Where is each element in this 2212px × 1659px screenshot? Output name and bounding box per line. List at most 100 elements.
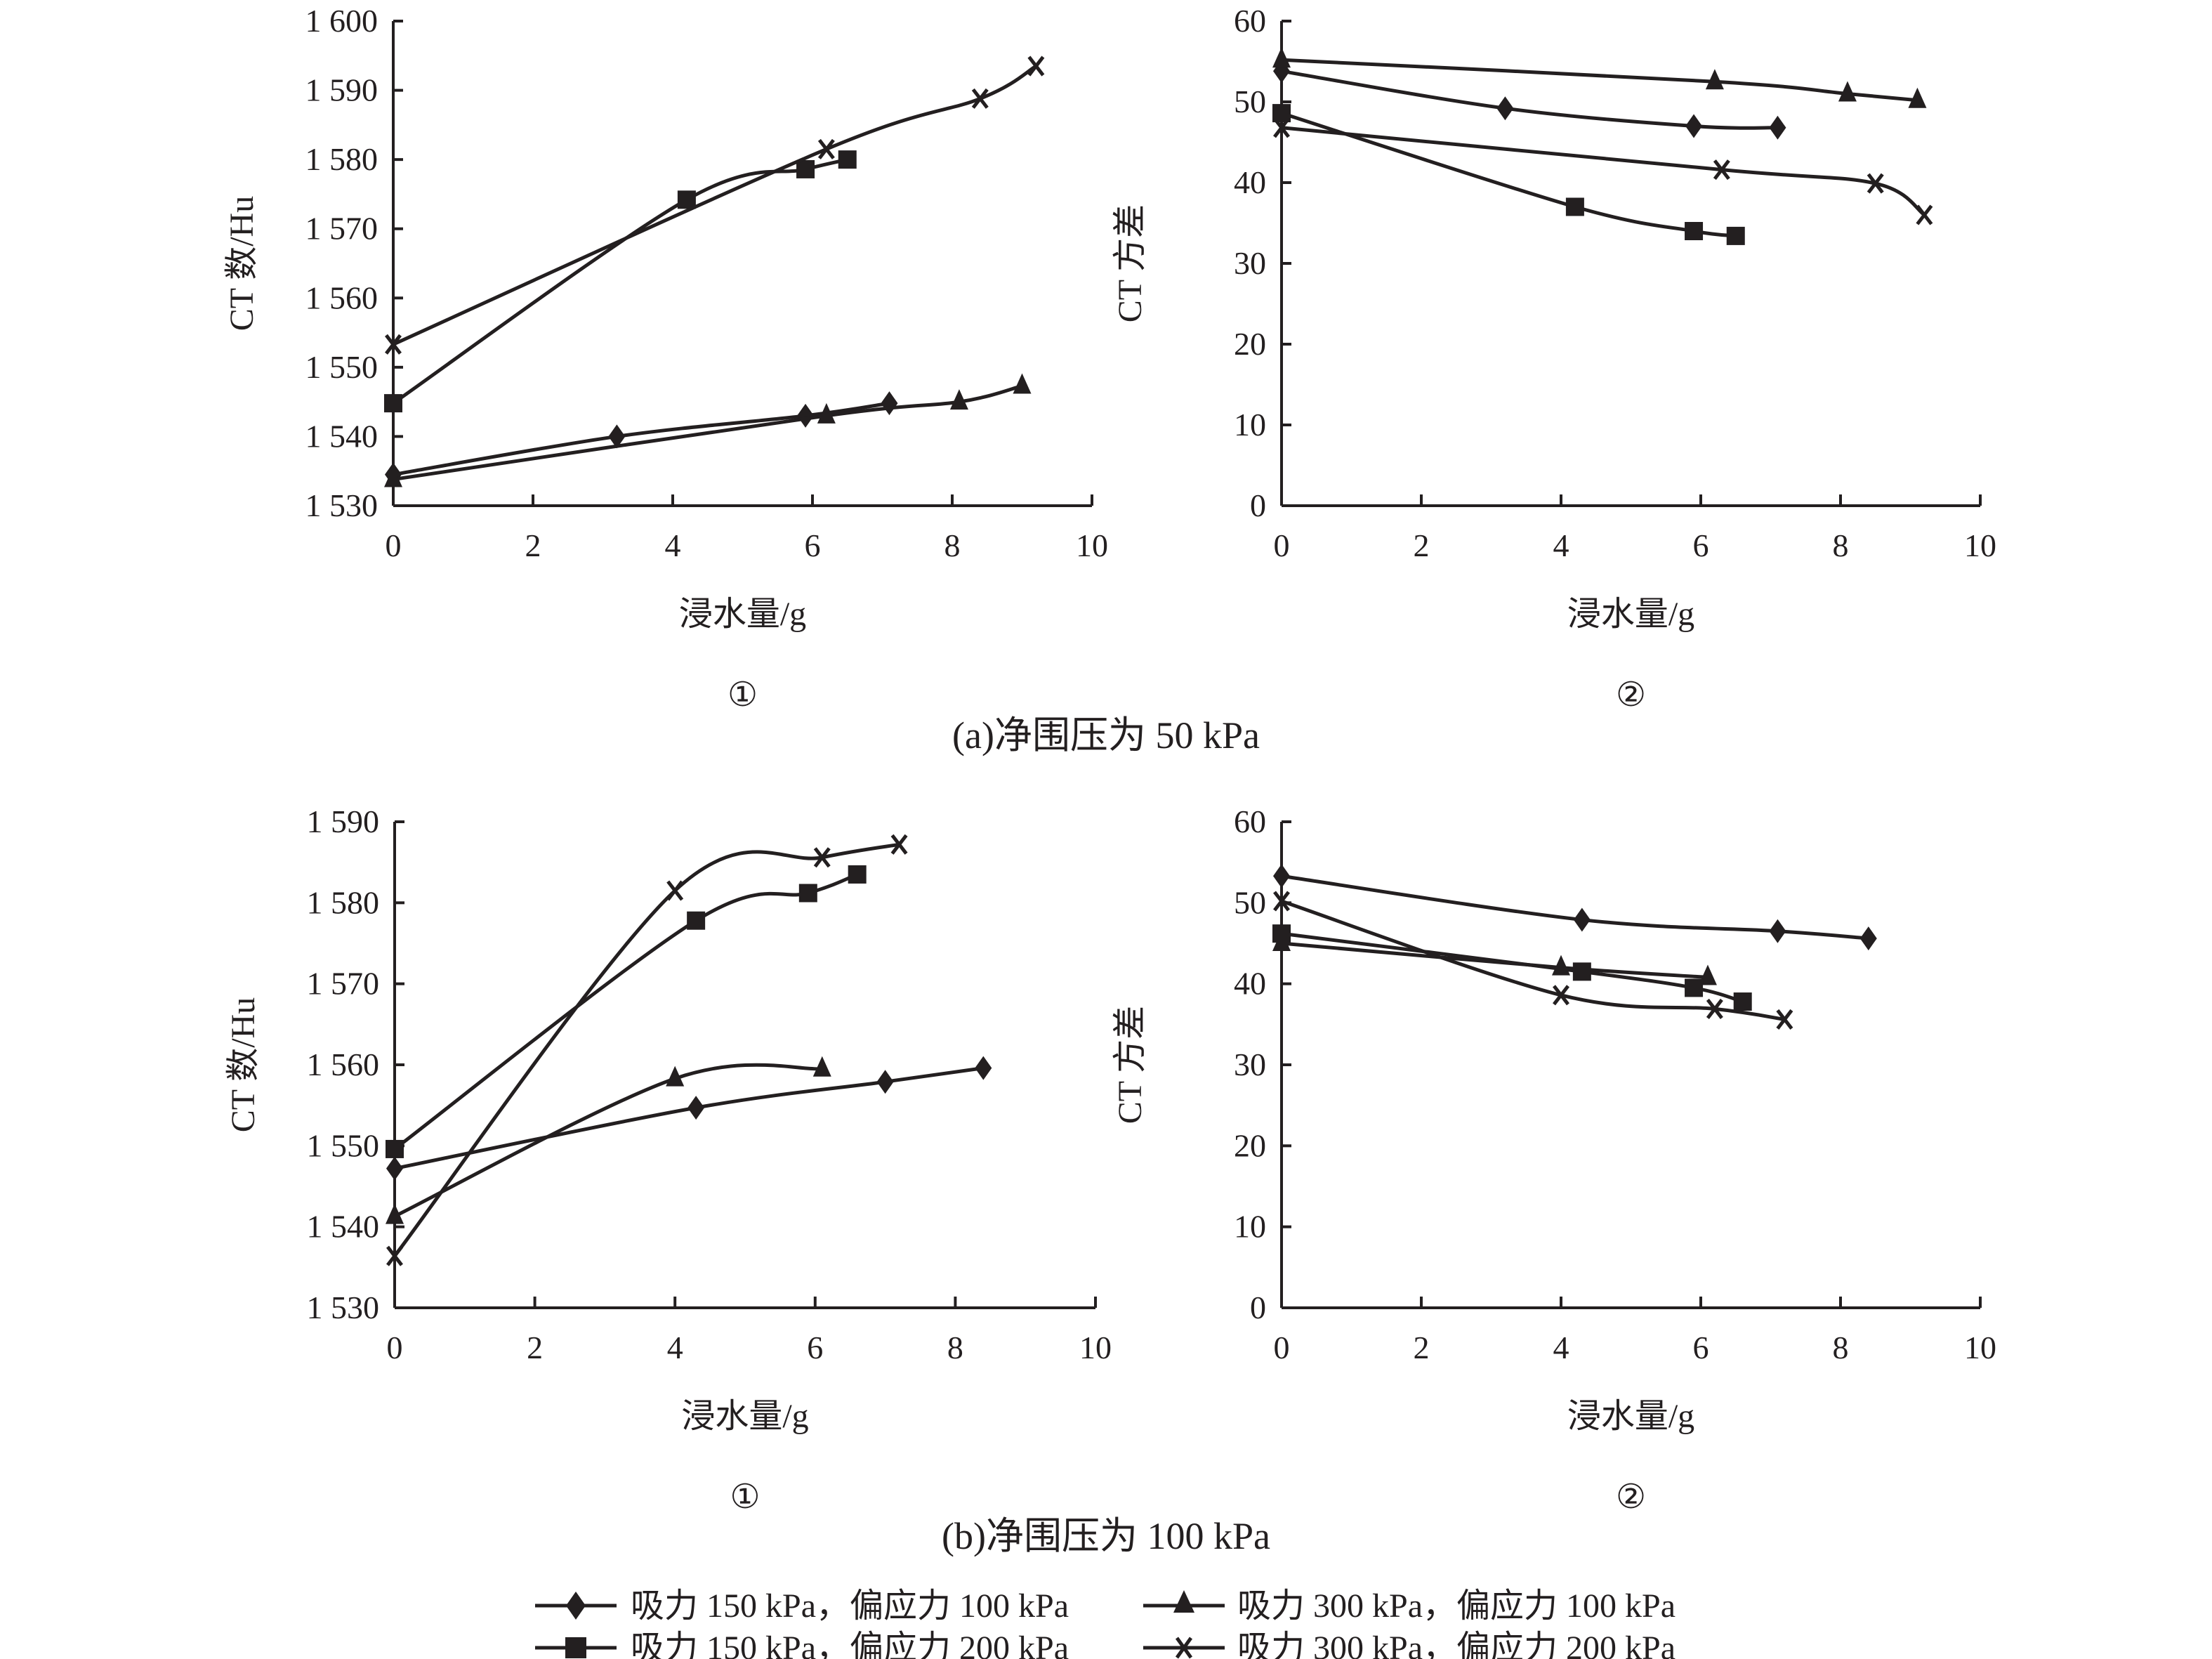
x-tick-label: 4 xyxy=(1553,1330,1569,1365)
diamond-marker xyxy=(876,1070,894,1094)
y-tick-label: 1 560 xyxy=(305,280,378,315)
y-tick-label: 1 570 xyxy=(305,211,378,247)
series-line xyxy=(392,157,848,405)
diamond-marker xyxy=(1496,96,1514,121)
legend-item-triangle: 吸力 300 kPa，偏应力 100 kPa xyxy=(1143,1587,1676,1625)
y-tick-label: 20 xyxy=(1234,326,1266,362)
y-tick-label: 50 xyxy=(1234,884,1266,920)
y-tick-label: 1 590 xyxy=(305,72,378,108)
x-cross-marker xyxy=(1273,117,1290,138)
series-triangle xyxy=(386,1056,831,1224)
triangle-marker xyxy=(1552,955,1570,976)
x-axis-label: 浸水量/g xyxy=(679,596,806,633)
x-cross-marker xyxy=(971,88,989,109)
x-tick-label: 2 xyxy=(1414,1330,1430,1365)
series-line xyxy=(1281,69,1778,130)
legend-label: 吸力 300 kPa，偏应力 100 kPa xyxy=(1237,1587,1676,1625)
series-triangle xyxy=(384,373,1032,487)
x-tick-label: 0 xyxy=(1274,1330,1290,1365)
series-diamond xyxy=(1273,864,1877,951)
diamond-marker xyxy=(975,1056,992,1080)
legend-label: 吸力 150 kPa，偏应力 200 kPa xyxy=(631,1630,1069,1659)
series-line xyxy=(1281,111,1737,238)
y-tick-label: 30 xyxy=(1234,245,1266,281)
x-tick-label: 6 xyxy=(1693,1330,1709,1365)
x-cross-marker xyxy=(1553,985,1569,1006)
panel-label: ② xyxy=(1616,676,1646,714)
diamond-marker xyxy=(386,1156,403,1181)
diamond-marker xyxy=(1859,926,1877,951)
x-tick-label: 6 xyxy=(1693,527,1709,563)
square-marker xyxy=(677,190,696,209)
square-marker xyxy=(386,1139,404,1158)
triangle-marker xyxy=(386,1203,404,1224)
panel-label: ① xyxy=(728,676,758,714)
x-cross-marker xyxy=(1776,1009,1793,1030)
y-tick-label: 20 xyxy=(1234,1127,1266,1163)
series-line xyxy=(1281,931,1744,1004)
y-tick-label: 1 580 xyxy=(305,141,378,177)
legend-label: 吸力 150 kPa，偏应力 100 kPa xyxy=(631,1587,1069,1625)
y-tick-label: 1 540 xyxy=(307,1209,380,1245)
chart-a1: 1 530 1 540 1 550 1 560 1 570 1 580 1 590 1 600… xyxy=(223,3,1108,714)
y-tick-label: 1 530 xyxy=(305,487,378,523)
y-tick-label: 0 xyxy=(1250,1290,1266,1325)
series-x-cross xyxy=(1273,891,1793,1030)
y-tick-label: 1 550 xyxy=(305,349,378,385)
square-marker xyxy=(1685,222,1704,240)
triangle-marker xyxy=(1838,81,1857,102)
series-diamond xyxy=(386,1056,992,1181)
legend: 吸力 150 kPa，偏应力 100 kPa 吸力 300 kPa，偏应力 10… xyxy=(535,1587,1676,1659)
caption-b: (b)净围压为 100 kPa xyxy=(942,1515,1270,1557)
diamond-marker xyxy=(797,403,815,428)
square-marker xyxy=(1572,962,1591,981)
y-axis-label: CT 方差 xyxy=(1112,1006,1149,1124)
triangle-marker xyxy=(817,402,836,424)
x-tick-label: 2 xyxy=(525,527,541,563)
x-axis-label: 浸水量/g xyxy=(681,1398,808,1435)
triangle-marker xyxy=(1013,373,1032,394)
x-tick-label: 8 xyxy=(944,527,961,563)
triangle-marker xyxy=(1272,47,1291,68)
x-tick-label: 2 xyxy=(1414,527,1430,563)
triangle-marker-icon xyxy=(1173,1590,1194,1613)
x-cross-marker xyxy=(1706,998,1723,1019)
x-cross-marker-icon xyxy=(1175,1637,1193,1659)
x-cross-marker xyxy=(1027,55,1045,77)
square-marker xyxy=(687,911,706,930)
x-tick-label: 10 xyxy=(1964,527,1996,563)
square-marker xyxy=(384,394,402,413)
series-x-cross xyxy=(1273,117,1933,225)
square-marker xyxy=(1685,978,1704,997)
legend-item-diamond: 吸力 150 kPa，偏应力 100 kPa xyxy=(535,1587,1069,1625)
y-tick-label: 1 570 xyxy=(307,966,380,1002)
series-line xyxy=(393,1063,822,1218)
caption-a: (a)净围压为 50 kPa xyxy=(952,714,1260,756)
series-diamond xyxy=(1273,59,1786,140)
series-diamond xyxy=(385,391,898,487)
x-tick-label: 0 xyxy=(1274,527,1290,563)
x-cross-marker xyxy=(817,138,835,159)
series-line xyxy=(1281,58,1918,103)
square-marker xyxy=(1565,197,1584,216)
series-square xyxy=(1272,924,1752,1011)
diamond-marker-icon xyxy=(566,1592,586,1620)
x-tick-label: 10 xyxy=(1079,1330,1112,1365)
x-cross-marker xyxy=(666,880,684,901)
series-line xyxy=(394,1066,984,1171)
y-tick-label: 60 xyxy=(1234,3,1266,39)
x-cross-marker xyxy=(385,334,402,355)
y-tick-label: 40 xyxy=(1234,164,1266,200)
series-line xyxy=(393,872,858,1150)
series-line xyxy=(393,384,1023,482)
y-tick-label: 1 530 xyxy=(307,1290,380,1325)
square-marker xyxy=(796,159,815,178)
square-marker xyxy=(1726,226,1745,245)
chart-b1: 1 530 1 540 1 550 1 560 1 570 1 580 1 590 0 2 4 6 8… xyxy=(225,804,1112,1516)
series-line xyxy=(392,64,1037,346)
x-tick-label: 8 xyxy=(947,1330,963,1365)
square-marker xyxy=(1733,992,1752,1011)
series-square xyxy=(1272,104,1745,245)
x-cross-marker xyxy=(1916,204,1933,225)
